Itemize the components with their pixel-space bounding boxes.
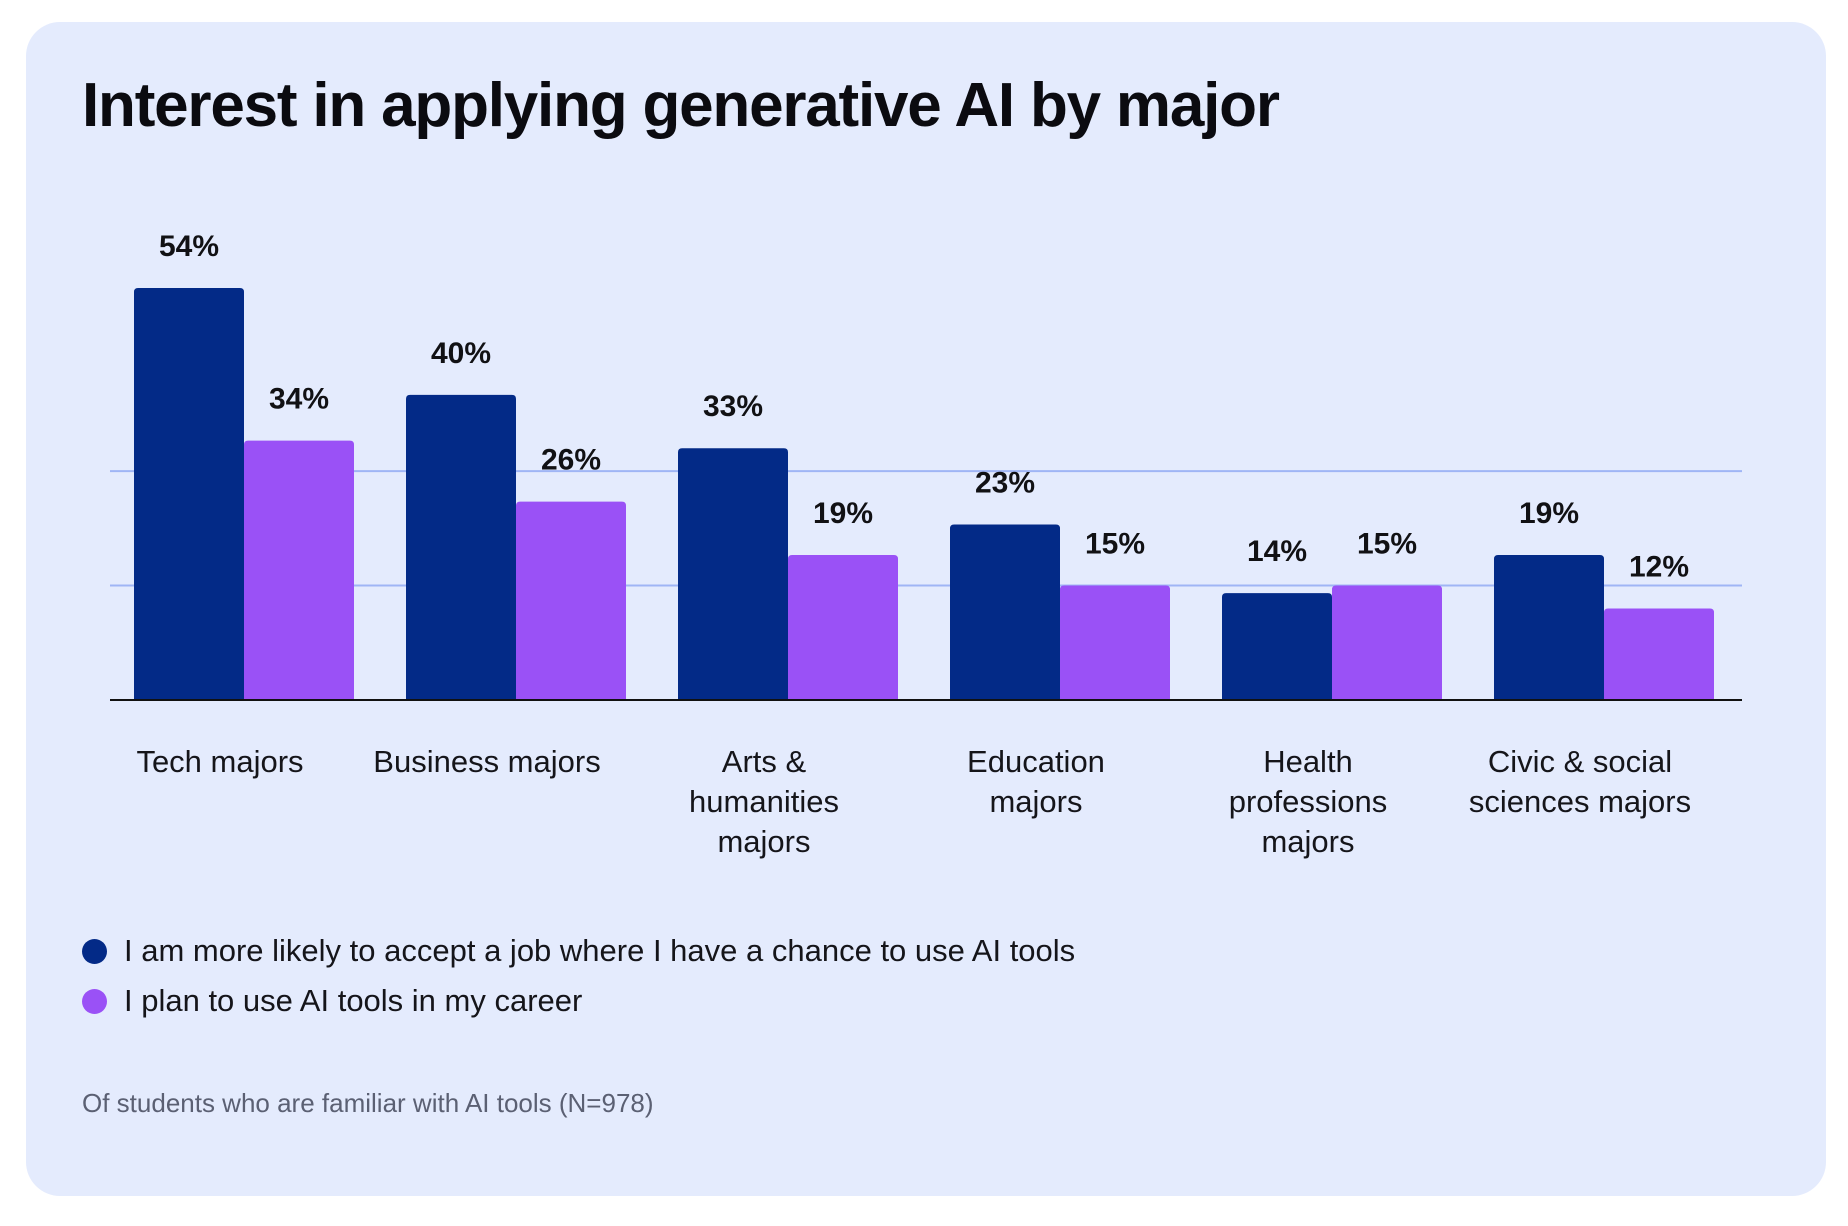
data-label-accept-job-2: 33% [703, 390, 763, 423]
bar-accept-job-2 [678, 448, 788, 700]
bar-accept-job-5 [1494, 555, 1604, 700]
data-label-plan-career-1: 26% [541, 444, 601, 477]
category-label-health: Health professions majors [1228, 744, 1388, 859]
bar-plan-career-0 [244, 440, 354, 700]
category-label-tech: Tech majors [136, 744, 304, 779]
bar-accept-job-3 [950, 524, 1060, 700]
category-label-business: Business majors [373, 744, 601, 779]
data-label-accept-job-4: 14% [1247, 535, 1307, 568]
bar-accept-job-1 [406, 394, 516, 700]
footnote: Of students who are familiar with AI too… [82, 1088, 654, 1118]
bar-accept-job-4 [1222, 593, 1332, 700]
legend-item-plan-career: I plan to use AI tools in my career [82, 976, 1075, 1026]
bar-accept-job-0 [134, 288, 244, 700]
data-label-accept-job-5: 19% [1519, 497, 1579, 530]
legend-swatch-purple [82, 988, 107, 1014]
data-label-plan-career-5: 12% [1629, 550, 1689, 583]
legend-item-accept-job: I am more likely to accept a job where I… [82, 926, 1075, 976]
category-label-education: Education majors [967, 744, 1105, 819]
legend-swatch-dark-blue [82, 938, 107, 964]
legend: I am more likely to accept a job where I… [82, 926, 1075, 1026]
bar-plan-career-5 [1604, 608, 1714, 700]
data-label-plan-career-2: 19% [813, 497, 873, 530]
chart-title: Interest in applying generative AI by ma… [82, 71, 1280, 140]
data-label-plan-career-3: 15% [1085, 528, 1145, 561]
legend-label: I am more likely to accept a job where I… [124, 933, 1076, 968]
bar-plan-career-2 [788, 555, 898, 700]
bar-plan-career-1 [516, 501, 626, 700]
bar-plan-career-3 [1060, 585, 1170, 700]
data-label-accept-job-0: 54% [159, 230, 219, 263]
data-label-plan-career-0: 34% [269, 383, 329, 416]
data-label-accept-job-1: 40% [431, 337, 491, 370]
data-label-accept-job-3: 23% [975, 467, 1035, 500]
category-label-arts: Arts & humanities majors [689, 744, 839, 859]
category-label-civic: Civic & social sciences majors [1468, 744, 1692, 819]
data-label-plan-career-4: 15% [1357, 528, 1417, 561]
legend-label: I plan to use AI tools in my career [124, 983, 583, 1018]
bar-plan-career-4 [1332, 585, 1442, 700]
